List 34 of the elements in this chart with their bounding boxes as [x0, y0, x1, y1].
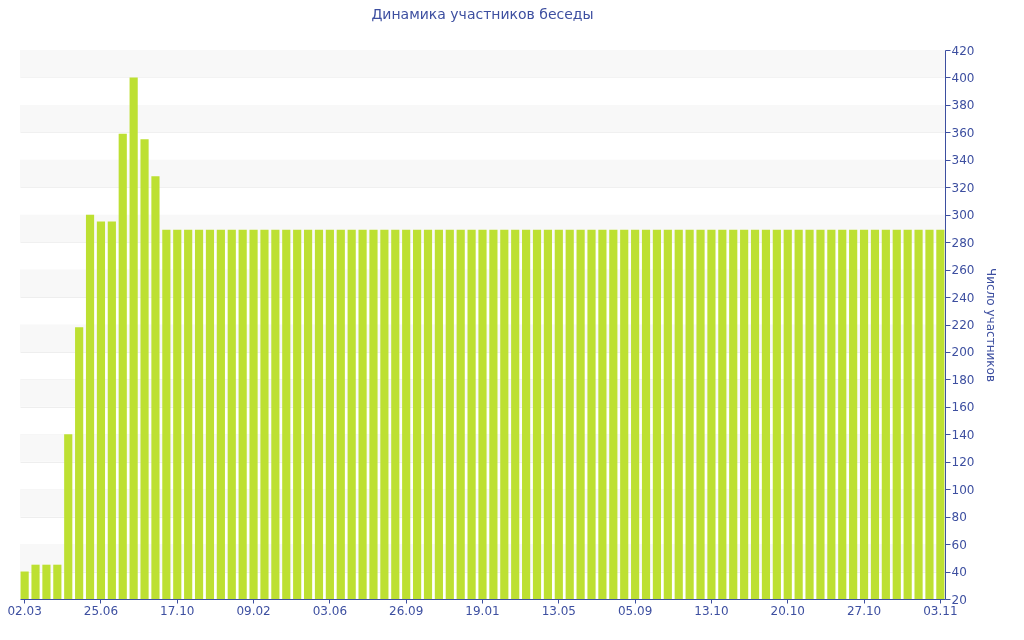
y-tick-label: 320	[951, 180, 975, 195]
y-tick-label: 100	[951, 482, 975, 497]
y-tick-label: 400	[951, 70, 975, 85]
x-tick-label: 20.10	[770, 603, 805, 618]
y-tick-label: 420	[951, 43, 975, 58]
y-tick-label: 240	[951, 290, 975, 305]
y-tick-label: 60	[951, 537, 967, 552]
y-tick-label: 160	[951, 400, 975, 415]
x-tick-label: 19.01	[465, 603, 500, 618]
y-tick-label: 120	[951, 455, 975, 470]
y-tick-label: 140	[951, 427, 975, 442]
x-tick-label: 03.06	[312, 603, 348, 618]
y-tick-label: 300	[951, 208, 975, 223]
y-tick-label: 380	[951, 98, 975, 113]
y-tick-label: 360	[951, 125, 975, 140]
y-tick-label: 280	[951, 235, 975, 250]
y-tick-label: 80	[951, 510, 967, 525]
x-tick-label: 13.10	[694, 603, 729, 618]
x-tick-label: 13.05	[541, 603, 576, 618]
x-tick-label: 27.10	[846, 603, 882, 618]
x-tick-label: 05.09	[617, 603, 653, 618]
y-tick-label: 180	[951, 372, 975, 387]
x-tick-label: 09.02	[236, 603, 271, 618]
y-tick-label: 260	[951, 263, 975, 278]
x-tick-label: 26.09	[389, 603, 424, 618]
y-tick-label: 220	[951, 318, 975, 332]
x-tick-label: 17.10	[160, 603, 195, 618]
y-tick-label: 340	[951, 153, 975, 168]
x-tick-label: 25.06	[83, 603, 119, 618]
y-tick-label: 40	[951, 565, 967, 580]
y-axis-title: Число участников	[984, 268, 999, 382]
x-tick-label: 02.03	[7, 603, 42, 618]
chart-title: Динамика участников беседы	[371, 6, 594, 22]
y-tick-label: 200	[951, 345, 975, 360]
